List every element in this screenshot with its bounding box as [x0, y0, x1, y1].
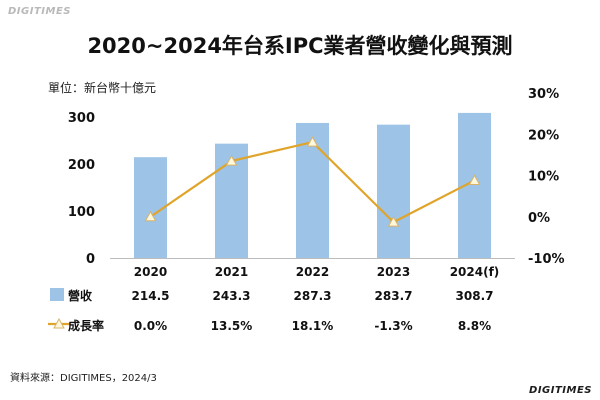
y-right-tick-label: 20% — [528, 128, 559, 143]
digitimes-logo-bottom: DIGITIMES — [529, 385, 592, 396]
growth-value-label: 0.0% — [134, 319, 167, 333]
x-tick-label: 2024(f) — [450, 265, 500, 279]
source-note: 資料來源：DIGITIMES，2024/3 — [10, 373, 157, 384]
growth-value-label: -1.3% — [374, 319, 412, 333]
revenue-value-label: 243.3 — [213, 289, 251, 303]
growth-rate-marker — [306, 136, 319, 147]
digitimes-logo: DIGITIMES — [8, 6, 71, 17]
y-right-tick-label: 10% — [528, 170, 559, 185]
growth-value-label: 8.8% — [458, 319, 491, 333]
y-right-tick-label: 30% — [528, 87, 559, 102]
y-right-tick-label: 0% — [528, 211, 550, 226]
x-tick-label: 2020 — [134, 265, 167, 279]
revenue-bar — [134, 157, 167, 258]
revenue-value-label: 308.7 — [456, 289, 494, 303]
growth-rate-marker — [144, 210, 157, 222]
growth-value-label: 13.5% — [211, 319, 253, 333]
growth-legend-label: 成長率 — [68, 318, 104, 333]
growth-legend-marker — [53, 317, 65, 329]
y-left-tick-label: 300 — [68, 111, 95, 126]
growth-rate-marker — [225, 155, 238, 166]
y-left-tick-label: 200 — [68, 158, 95, 173]
revenue-bar — [377, 124, 410, 258]
y-left-tick-label: 100 — [68, 205, 95, 220]
revenue-legend-swatch — [50, 288, 64, 301]
revenue-legend-label: 營收 — [68, 288, 92, 303]
x-tick-label: 2021 — [215, 265, 248, 279]
growth-rate-marker — [387, 216, 400, 227]
y-left-tick-label: 0 — [86, 252, 95, 267]
y-right-tick-label: -10% — [528, 252, 565, 267]
x-tick-label: 2022 — [296, 265, 329, 279]
revenue-value-label: 214.5 — [132, 289, 170, 303]
x-tick-label: 2023 — [377, 265, 410, 279]
growth-rate-marker — [468, 174, 481, 185]
chart-title: 2020~2024年台系IPC業者營收變化與預測 — [87, 34, 513, 58]
unit-label: 單位：新台幣十億元 — [48, 81, 157, 95]
revenue-value-label: 283.7 — [375, 289, 413, 303]
revenue-value-label: 287.3 — [294, 289, 332, 303]
growth-value-label: 18.1% — [292, 319, 334, 333]
